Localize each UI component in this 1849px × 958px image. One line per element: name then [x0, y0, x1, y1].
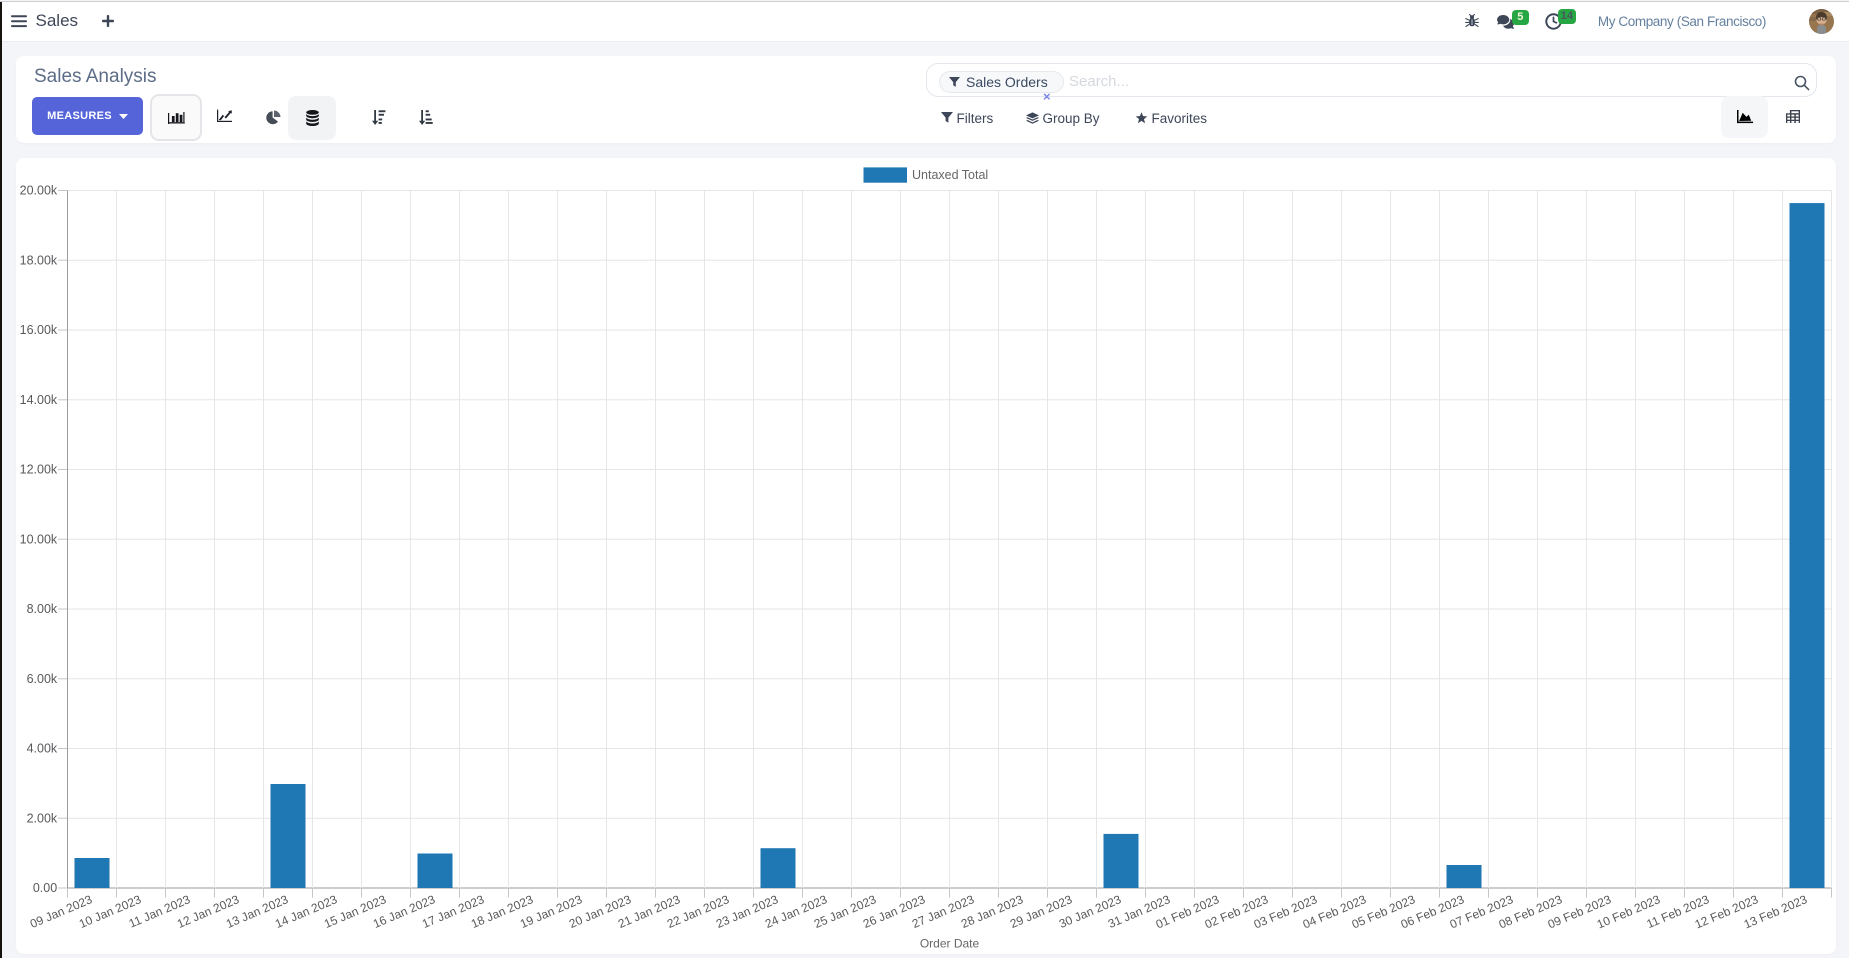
svg-text:18.00k: 18.00k [20, 254, 58, 268]
svg-text:4.00k: 4.00k [27, 742, 58, 756]
svg-text:10.00k: 10.00k [20, 532, 58, 546]
svg-text:20.00k: 20.00k [20, 184, 58, 198]
svg-text:6.00k: 6.00k [27, 672, 58, 686]
svg-text:0.00: 0.00 [33, 881, 57, 895]
svg-text:Order Date: Order Date [920, 937, 980, 951]
svg-text:Untaxed Total: Untaxed Total [912, 168, 988, 182]
svg-text:8.00k: 8.00k [27, 602, 58, 616]
svg-text:12.00k: 12.00k [20, 463, 58, 477]
svg-text:16.00k: 16.00k [20, 323, 58, 337]
svg-text:2.00k: 2.00k [27, 812, 58, 826]
svg-text:14.00k: 14.00k [20, 393, 58, 407]
